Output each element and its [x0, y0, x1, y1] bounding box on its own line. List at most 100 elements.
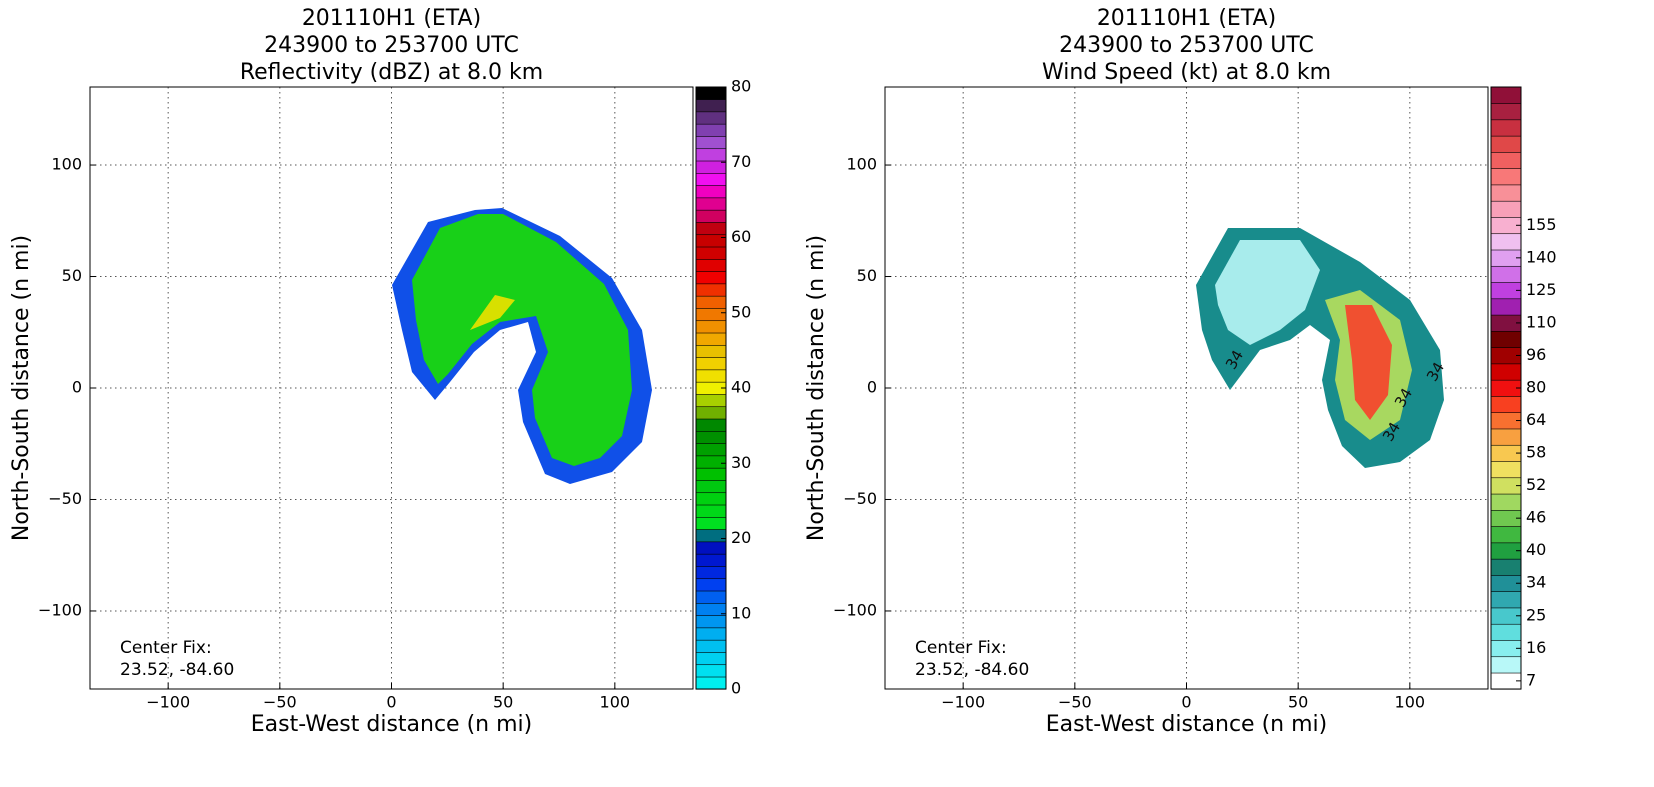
x-tick-label: 0 [386, 693, 396, 712]
colorbar-segment [695, 639, 727, 653]
colorbar-segment [1490, 233, 1522, 251]
colorbar-segment [695, 528, 727, 543]
chart-title: 243900 to 253700 UTC [1059, 33, 1314, 58]
colorbar-tick-label: 155 [1526, 215, 1557, 234]
colorbar-segment [1490, 493, 1522, 511]
plot-frame [884, 86, 1489, 690]
colorbar-segment [1490, 102, 1522, 121]
colorbar-segment [695, 307, 727, 322]
colorbar-segment [695, 590, 727, 604]
chart-title: Reflectivity (dBZ) at 8.0 km [240, 60, 543, 85]
colorbar-tick-label: 10 [731, 603, 751, 622]
colorbar-segment [1490, 363, 1522, 381]
colorbar-segment [1490, 86, 1522, 104]
colorbar-segment [695, 565, 727, 580]
colorbar-segment [1490, 428, 1522, 446]
colorbar-segment [695, 455, 727, 469]
annotation: Center Fix: [915, 638, 1007, 658]
x-axis-label: East-West distance (n mi) [1046, 712, 1327, 737]
x-tick-label: 50 [493, 693, 513, 712]
colorbar-tick-label: 25 [1526, 605, 1546, 624]
colorbar-tick-label: 30 [731, 453, 751, 472]
colorbar-segment [695, 614, 727, 629]
colorbar-tick-label: 58 [1526, 443, 1546, 462]
colorbar-segment [695, 98, 727, 113]
x-tick-label: −100 [146, 693, 190, 712]
colorbar-segment [695, 148, 727, 162]
wind-weak [1215, 240, 1320, 345]
colorbar-segment [1490, 558, 1522, 576]
colorbar-tick-label: 40 [1526, 540, 1546, 559]
colorbar-segment [695, 172, 727, 186]
y-tick-label: 0 [867, 378, 877, 397]
colorbar-segment [1490, 265, 1522, 283]
colorbar-segment [695, 393, 727, 408]
colorbar-segment [1490, 151, 1522, 169]
x-tick-label: 0 [1181, 693, 1191, 712]
x-axis-label: East-West distance (n mi) [251, 712, 532, 737]
colorbar-segment [1490, 656, 1522, 674]
echo-high [470, 295, 515, 330]
colorbar-tick-label: 140 [1526, 247, 1557, 266]
y-tick-label: −100 [833, 600, 877, 619]
colorbar-segment [695, 111, 727, 125]
colorbar-segment [695, 369, 727, 383]
colorbar-segment [695, 356, 727, 371]
colorbar-segment [695, 418, 727, 432]
y-tick-label: 100 [51, 155, 82, 174]
colorbar-segment [695, 541, 727, 555]
colorbar-segment [695, 479, 727, 494]
y-tick-label: −100 [38, 600, 82, 619]
colorbar-tick-label: 7 [1526, 670, 1536, 689]
colorbar-segment [695, 123, 727, 137]
colorbar-tick-label: 125 [1526, 280, 1557, 299]
colorbar-segment [695, 258, 727, 272]
y-tick-label: 100 [846, 155, 877, 174]
colorbar-segment [695, 197, 727, 211]
colorbar-segment [1490, 330, 1522, 348]
colorbar-tick-label: 64 [1526, 410, 1546, 429]
colorbar-segment [1490, 298, 1522, 316]
x-tick-label: −100 [941, 693, 985, 712]
colorbar-tick-label: 80 [731, 77, 751, 96]
colorbar-segment [695, 86, 727, 100]
colorbar-tick-label: 80 [1526, 378, 1546, 397]
colorbar-segment [695, 627, 727, 641]
colorbar-segment [695, 135, 727, 150]
colorbar-segment [695, 184, 727, 199]
colorbar-segment [1490, 623, 1522, 641]
colorbar-segment [695, 234, 727, 248]
plot-frame [89, 86, 694, 690]
y-axis-label: North-South distance (n mi) [804, 235, 829, 541]
colorbar-segment [695, 492, 727, 506]
colorbar-tick-label: 16 [1526, 638, 1546, 657]
y-tick-label: 50 [62, 266, 82, 285]
x-tick-label: 100 [600, 693, 631, 712]
chart-title: Wind Speed (kt) at 8.0 km [1042, 60, 1331, 85]
colorbar-segment [695, 332, 727, 346]
colorbar-segment [1490, 591, 1522, 609]
colorbar-segment [695, 676, 727, 690]
colorbar-segment [695, 442, 727, 457]
colorbar-segment [695, 516, 727, 530]
chart-title: 201110H1 (ETA) [1097, 6, 1276, 31]
y-axis-label: North-South distance (n mi) [9, 235, 34, 541]
colorbar-segment [1490, 135, 1522, 153]
chart-title: 201110H1 (ETA) [302, 6, 481, 31]
colorbar-tick-label: 50 [731, 302, 751, 321]
colorbar-segment [1490, 525, 1522, 544]
colorbar-segment [1490, 460, 1522, 479]
x-tick-label: 50 [1288, 693, 1308, 712]
colorbar-segment [695, 467, 727, 481]
colorbar-tick-label: 20 [731, 528, 751, 547]
colorbar-tick-label: 46 [1526, 508, 1546, 527]
x-tick-label: −50 [263, 693, 297, 712]
colorbar-segment [695, 504, 727, 518]
annotation: Center Fix: [120, 638, 212, 658]
wind-strong [1345, 305, 1392, 420]
chart-title: 243900 to 253700 UTC [264, 33, 519, 58]
colorbar-segment [1490, 184, 1522, 202]
colorbar-segment [695, 578, 727, 592]
colorbar-segment [695, 406, 727, 420]
